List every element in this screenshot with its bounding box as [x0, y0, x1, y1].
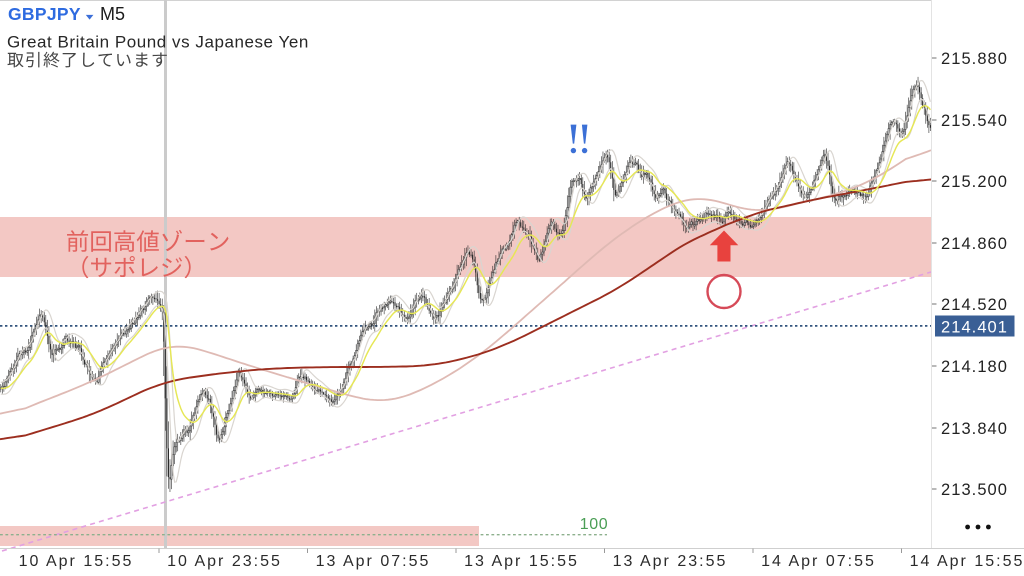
- svg-text:14 Apr 07:55: 14 Apr 07:55: [761, 553, 876, 570]
- svg-text:100: 100: [580, 516, 609, 533]
- svg-text:213.500: 213.500: [941, 481, 1008, 499]
- svg-text:14 Apr 15:55: 14 Apr 15:55: [910, 553, 1024, 570]
- svg-text:214.180: 214.180: [941, 358, 1008, 376]
- svg-text:M5: M5: [100, 4, 125, 24]
- svg-text:GBPJPY: GBPJPY: [8, 4, 81, 24]
- svg-text:13 Apr 07:55: 13 Apr 07:55: [316, 553, 431, 570]
- svg-text:13 Apr 23:55: 13 Apr 23:55: [613, 553, 728, 570]
- svg-text:10 Apr 15:55: 10 Apr 15:55: [19, 553, 134, 570]
- svg-text:214.401: 214.401: [941, 319, 1008, 337]
- svg-text:214.860: 214.860: [941, 235, 1008, 253]
- svg-text:13 Apr 15:55: 13 Apr 15:55: [464, 553, 579, 570]
- svg-text:213.840: 213.840: [941, 420, 1008, 438]
- svg-text:215.540: 215.540: [941, 112, 1008, 130]
- svg-text:Great Britain Pound vs Japanes: Great Britain Pound vs Japanese Yen: [7, 33, 309, 52]
- svg-text:215.880: 215.880: [941, 50, 1008, 68]
- svg-text:214.520: 214.520: [941, 296, 1008, 314]
- svg-text:215.200: 215.200: [941, 173, 1008, 191]
- svg-text:10 Apr 23:55: 10 Apr 23:55: [167, 553, 282, 570]
